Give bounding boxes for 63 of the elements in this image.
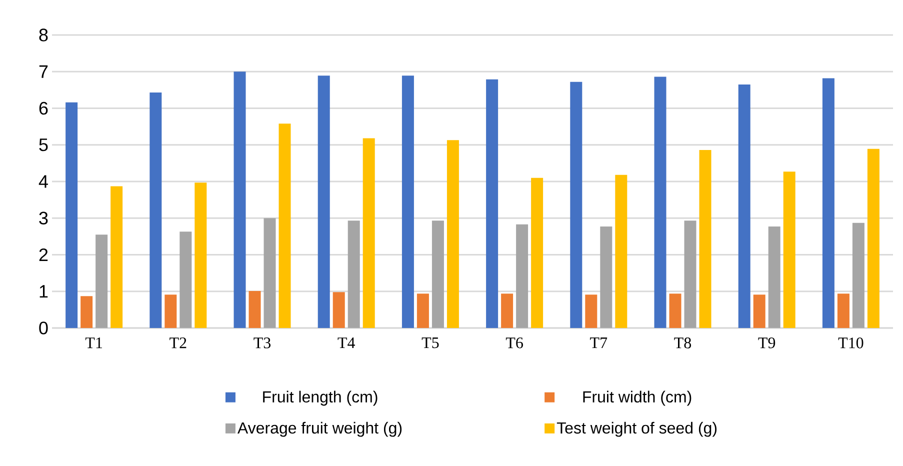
bar bbox=[768, 226, 780, 328]
x-tick-label: T5 bbox=[422, 338, 439, 348]
bar bbox=[264, 218, 276, 328]
x-tick-label: T2 bbox=[170, 338, 186, 348]
bar bbox=[432, 220, 444, 328]
bar bbox=[654, 76, 666, 328]
bar bbox=[362, 138, 375, 328]
bar bbox=[248, 291, 261, 328]
y-tick-label: 4 bbox=[38, 175, 48, 188]
x-tick-label: T3 bbox=[254, 338, 271, 348]
bar bbox=[822, 78, 834, 328]
bar bbox=[867, 148, 880, 328]
y-tick-label: 0 bbox=[39, 322, 48, 334]
bar bbox=[150, 92, 162, 328]
bar bbox=[516, 224, 528, 328]
x-tick-label: T7 bbox=[590, 338, 608, 348]
bar bbox=[699, 150, 712, 328]
x-tick-label: T4 bbox=[338, 338, 355, 348]
x-tick-label: T9 bbox=[758, 338, 776, 348]
y-tick-label: 6 bbox=[39, 102, 48, 115]
y-tick-label: 3 bbox=[39, 212, 48, 224]
bar bbox=[194, 182, 207, 328]
legend-label: Test weight of seed (g) bbox=[556, 422, 717, 437]
bar bbox=[348, 220, 360, 328]
bar bbox=[600, 226, 612, 328]
bar bbox=[234, 72, 246, 328]
bar bbox=[669, 294, 682, 328]
x-tick-label: T1 bbox=[85, 338, 102, 348]
bar bbox=[585, 294, 598, 328]
bar bbox=[446, 140, 459, 328]
bar bbox=[531, 178, 544, 328]
bar bbox=[615, 174, 628, 328]
bar bbox=[486, 79, 498, 328]
x-tick-label: T10 bbox=[838, 338, 864, 348]
bar bbox=[180, 232, 192, 328]
bar bbox=[837, 294, 850, 328]
legend-label: Fruit length (cm) bbox=[263, 390, 378, 406]
bar bbox=[753, 294, 766, 328]
bar bbox=[110, 186, 123, 328]
x-tick-label: T6 bbox=[506, 338, 523, 348]
y-tick-label: 5 bbox=[39, 138, 48, 152]
y-tick-label: 2 bbox=[39, 248, 48, 262]
bar bbox=[738, 84, 750, 328]
bar bbox=[164, 294, 177, 328]
bar bbox=[570, 82, 582, 328]
legend-label: Average fruit weight (g) bbox=[238, 422, 402, 437]
bar bbox=[852, 222, 864, 328]
x-tick-label: T8 bbox=[674, 338, 692, 348]
bar bbox=[66, 102, 78, 328]
bar bbox=[96, 234, 108, 328]
bar bbox=[318, 76, 330, 328]
y-tick-label: 8 bbox=[39, 28, 48, 42]
bar bbox=[501, 294, 514, 328]
bar bbox=[278, 124, 291, 328]
y-tick-label: 1 bbox=[40, 285, 48, 298]
legend-label: Fruit width (cm) bbox=[583, 390, 692, 406]
bar bbox=[402, 76, 414, 328]
bar bbox=[684, 220, 696, 328]
bar bbox=[783, 172, 796, 328]
bar bbox=[80, 296, 93, 328]
y-tick-label: 7 bbox=[39, 65, 48, 78]
bar bbox=[416, 294, 429, 328]
bar bbox=[332, 292, 345, 328]
